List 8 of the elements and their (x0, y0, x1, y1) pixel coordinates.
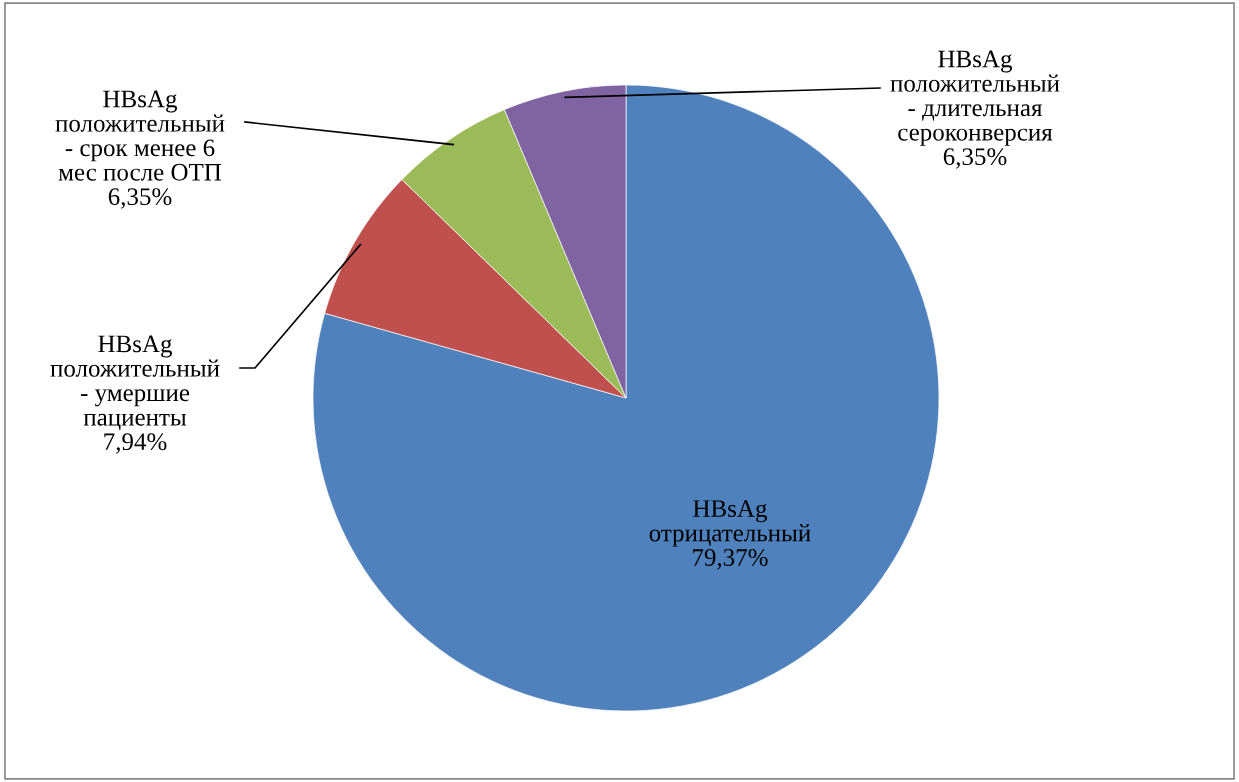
slice-label: HBsAg положительный - длительная сероконверсия (890, 50, 1060, 146)
data-label: 79,37% (693, 549, 768, 570)
data-label: 6,35% (108, 188, 172, 209)
slice-label: HBsAg положительный - умершие пациенты (50, 335, 220, 431)
slice-label: HBsAg отрицательный (649, 500, 811, 547)
data-label: 7,94% (104, 433, 167, 454)
slice-label: HBsAg положительный - срок менее 6 мес после ОТП (55, 90, 225, 181)
data-label: 6,35% (943, 148, 1007, 169)
